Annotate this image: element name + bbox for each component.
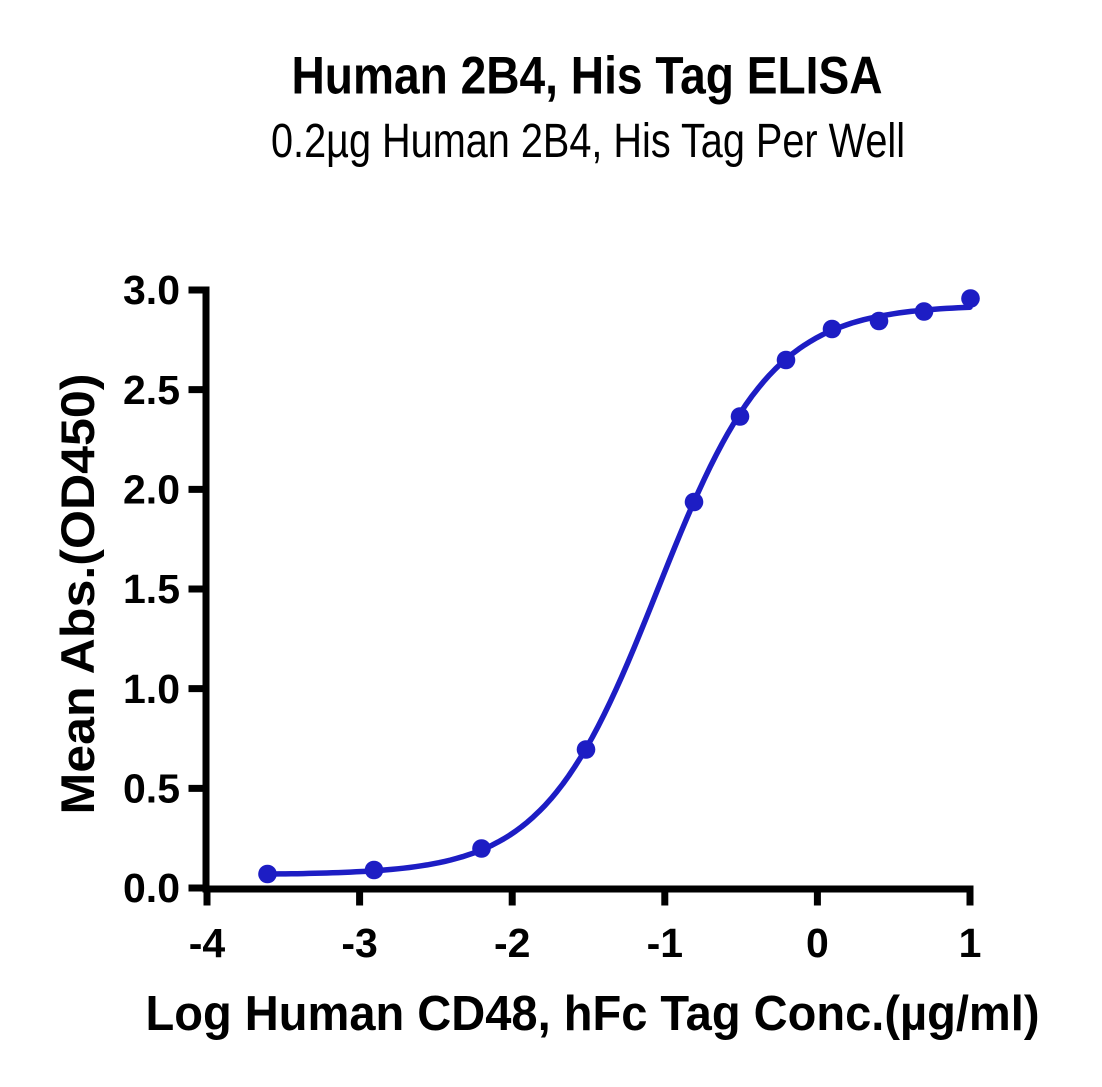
svg-text:Mean Abs.(OD450): Mean Abs.(OD450) [51,374,104,815]
svg-text:0.5: 0.5 [123,765,180,811]
svg-text:Human 2B4, His Tag ELISA: Human 2B4, His Tag ELISA [292,47,883,106]
svg-text:0: 0 [806,920,829,966]
svg-text:-4: -4 [189,920,226,966]
svg-text:0.2µg Human 2B4, His Tag Per W: 0.2µg Human 2B4, His Tag Per Well [271,115,905,168]
svg-text:2.5: 2.5 [123,367,180,413]
svg-text:2.0: 2.0 [123,466,180,512]
svg-text:-3: -3 [341,920,377,966]
svg-text:1.5: 1.5 [123,566,180,612]
svg-text:-2: -2 [494,920,530,966]
svg-text:1.0: 1.0 [123,666,180,712]
svg-text:Log Human CD48, hFc Tag Conc.(: Log Human CD48, hFc Tag Conc.(µg/ml) [146,987,1040,1041]
svg-text:1: 1 [959,920,982,966]
svg-text:-1: -1 [647,920,683,966]
svg-text:3.0: 3.0 [123,267,180,313]
svg-text:0.0: 0.0 [123,865,180,911]
